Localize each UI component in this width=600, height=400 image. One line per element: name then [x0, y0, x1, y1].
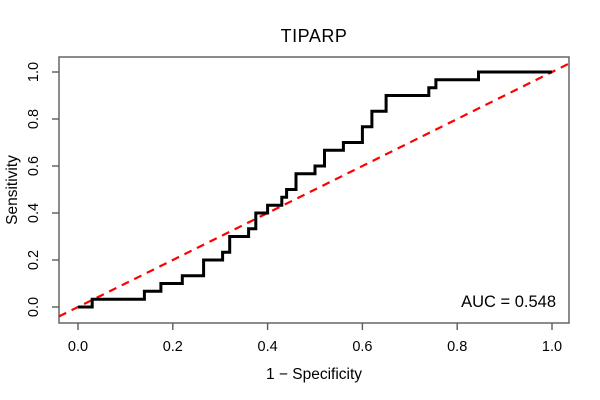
x-tick-label: 1.0 [542, 339, 562, 355]
y-tick-label: 0.8 [26, 109, 42, 129]
x-tick-label: 0.2 [163, 339, 183, 355]
y-tick-label: 0.2 [26, 250, 42, 270]
chart-title: TIPARP [280, 26, 348, 46]
x-axis-label: 1 − Specificity [265, 366, 363, 383]
y-axis-label: Sensitivity [4, 155, 21, 225]
plot-frame [58, 56, 570, 324]
y-tick-label: 0.4 [26, 203, 42, 223]
y-tick-label: 0.0 [26, 297, 42, 317]
y-tick-label: 1.0 [26, 62, 42, 82]
y-tick-label: 0.6 [26, 156, 42, 176]
x-tick-label: 0.0 [68, 339, 88, 355]
chance-diagonal-line [58, 62, 570, 318]
roc-curve [78, 70, 552, 309]
x-tick-label: 0.6 [352, 339, 372, 355]
x-tick-label: 0.4 [258, 339, 278, 355]
auc-annotation: AUC = 0.548 [461, 293, 556, 311]
x-tick-label: 0.8 [447, 339, 467, 355]
